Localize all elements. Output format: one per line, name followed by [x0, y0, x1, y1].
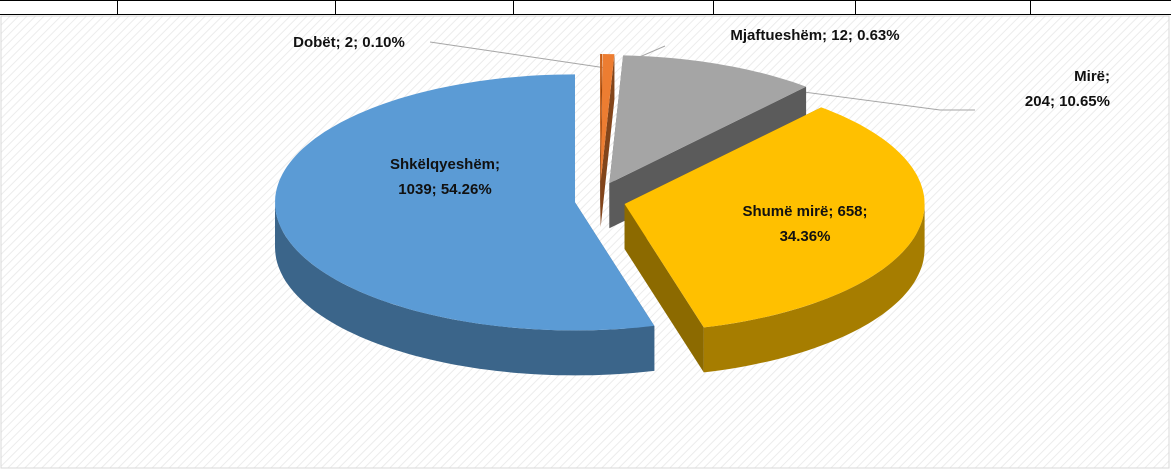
slice-cut-face — [600, 54, 615, 228]
slice-cut-face — [624, 203, 704, 373]
data-label: Shumë mirë; 658; — [742, 203, 867, 220]
pie — [275, 54, 925, 376]
slice-cut-face — [600, 54, 603, 228]
slice-wall — [703, 204, 925, 373]
labels: Dobët; 2; 0.10% Mjaftueshëm; 12; 0.63% Mir… — [293, 27, 1110, 245]
data-label: 34.36% — [780, 228, 831, 245]
data-label: Mirë; — [1074, 68, 1110, 85]
data-label: 1039; 54.26% — [398, 181, 491, 198]
slice — [609, 55, 807, 184]
data-label: 204; 10.65% — [1025, 93, 1110, 110]
data-label: Dobët; 2; 0.10% — [293, 34, 405, 51]
data-label: Mjaftueshëm; 12; 0.63% — [730, 27, 899, 44]
table-row — [0, 0, 1171, 15]
slice — [600, 54, 603, 183]
slice — [600, 54, 615, 183]
slice — [624, 107, 925, 328]
slice — [275, 74, 655, 331]
slice-wall — [275, 202, 655, 376]
data-label: Shkëlqyeshëm; — [390, 156, 500, 173]
